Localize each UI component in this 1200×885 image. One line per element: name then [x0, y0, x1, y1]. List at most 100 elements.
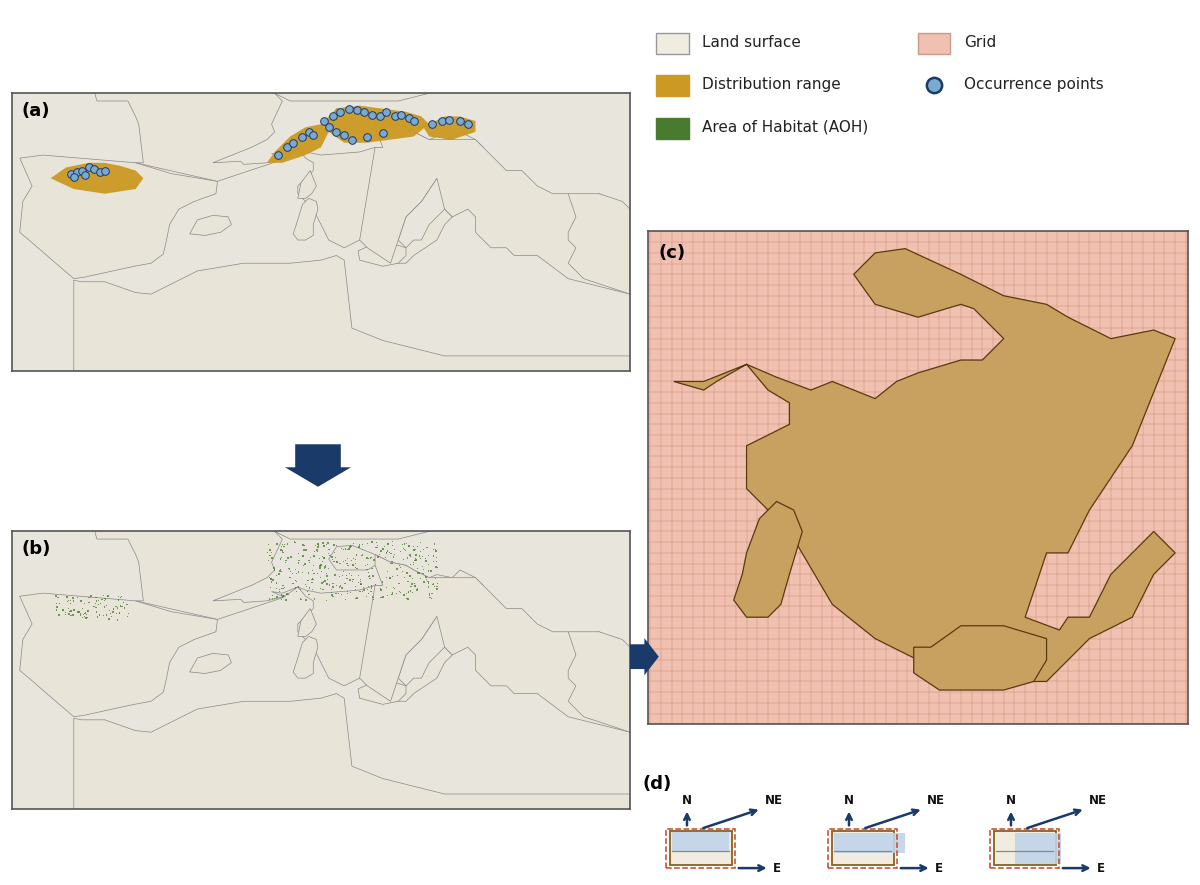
Polygon shape: [266, 124, 329, 163]
Polygon shape: [372, 596, 373, 597]
Polygon shape: [311, 581, 313, 583]
Polygon shape: [108, 619, 109, 620]
Polygon shape: [92, 485, 286, 620]
Polygon shape: [68, 608, 70, 609]
Polygon shape: [103, 595, 104, 596]
Polygon shape: [55, 595, 58, 596]
Polygon shape: [283, 546, 284, 548]
Polygon shape: [673, 249, 1175, 681]
Polygon shape: [355, 566, 356, 568]
Polygon shape: [308, 588, 310, 589]
Bar: [656, 33, 689, 54]
Polygon shape: [65, 613, 66, 615]
Polygon shape: [313, 555, 314, 557]
Polygon shape: [427, 582, 430, 584]
Polygon shape: [370, 578, 371, 580]
Polygon shape: [62, 610, 64, 612]
Polygon shape: [92, 47, 286, 181]
Polygon shape: [324, 567, 325, 569]
Polygon shape: [434, 586, 436, 588]
Polygon shape: [293, 198, 318, 240]
Polygon shape: [421, 117, 475, 140]
Polygon shape: [68, 613, 70, 615]
Polygon shape: [78, 415, 190, 516]
Polygon shape: [120, 605, 121, 606]
Polygon shape: [331, 592, 332, 593]
Polygon shape: [416, 589, 418, 590]
Polygon shape: [85, 612, 86, 613]
Polygon shape: [290, 556, 292, 558]
Polygon shape: [74, 256, 630, 372]
Polygon shape: [96, 612, 97, 613]
Polygon shape: [289, 577, 290, 578]
Polygon shape: [425, 560, 427, 562]
Polygon shape: [287, 557, 289, 558]
Polygon shape: [414, 550, 415, 551]
Polygon shape: [434, 550, 437, 552]
Polygon shape: [80, 600, 82, 602]
Polygon shape: [432, 549, 434, 550]
Polygon shape: [368, 576, 370, 577]
Polygon shape: [390, 563, 391, 565]
Polygon shape: [316, 550, 318, 551]
Polygon shape: [319, 566, 322, 567]
Polygon shape: [119, 612, 120, 614]
Polygon shape: [374, 584, 376, 585]
Text: E: E: [935, 862, 943, 874]
Bar: [656, 75, 689, 96]
Bar: [994, 831, 1056, 866]
Polygon shape: [400, 550, 401, 552]
Polygon shape: [190, 215, 232, 235]
Polygon shape: [320, 565, 322, 566]
Polygon shape: [430, 596, 431, 598]
Polygon shape: [380, 550, 382, 551]
Polygon shape: [431, 593, 433, 594]
Polygon shape: [372, 575, 373, 577]
Polygon shape: [412, 592, 413, 593]
Polygon shape: [122, 602, 124, 604]
Polygon shape: [328, 542, 329, 543]
Polygon shape: [119, 612, 120, 614]
Polygon shape: [422, 569, 425, 571]
Bar: [670, 831, 732, 866]
Polygon shape: [282, 550, 283, 551]
Polygon shape: [368, 575, 370, 577]
Polygon shape: [380, 596, 382, 598]
Polygon shape: [313, 573, 314, 574]
Polygon shape: [415, 558, 416, 559]
Polygon shape: [77, 596, 78, 598]
Bar: [666, 828, 736, 867]
Polygon shape: [298, 587, 299, 588]
Polygon shape: [289, 571, 292, 573]
Polygon shape: [275, 446, 452, 539]
Polygon shape: [392, 556, 394, 558]
Polygon shape: [347, 578, 348, 579]
Text: N: N: [844, 794, 854, 806]
Polygon shape: [74, 694, 630, 810]
Polygon shape: [362, 549, 364, 550]
Polygon shape: [398, 582, 401, 584]
Polygon shape: [287, 543, 288, 545]
Polygon shape: [116, 607, 119, 609]
Polygon shape: [305, 564, 306, 565]
Polygon shape: [120, 596, 121, 597]
Polygon shape: [341, 588, 342, 589]
Polygon shape: [324, 580, 325, 581]
Polygon shape: [19, 155, 217, 279]
Polygon shape: [307, 580, 310, 581]
Polygon shape: [298, 562, 299, 564]
Polygon shape: [414, 559, 416, 561]
Polygon shape: [360, 583, 362, 585]
Polygon shape: [270, 579, 271, 580]
Polygon shape: [302, 565, 304, 566]
Polygon shape: [373, 559, 374, 561]
Polygon shape: [367, 543, 368, 544]
Polygon shape: [340, 563, 341, 564]
Polygon shape: [328, 568, 330, 569]
Polygon shape: [422, 581, 425, 582]
Polygon shape: [190, 653, 232, 673]
Polygon shape: [78, 611, 80, 612]
Polygon shape: [359, 544, 360, 546]
Polygon shape: [430, 594, 431, 595]
Polygon shape: [319, 567, 320, 569]
